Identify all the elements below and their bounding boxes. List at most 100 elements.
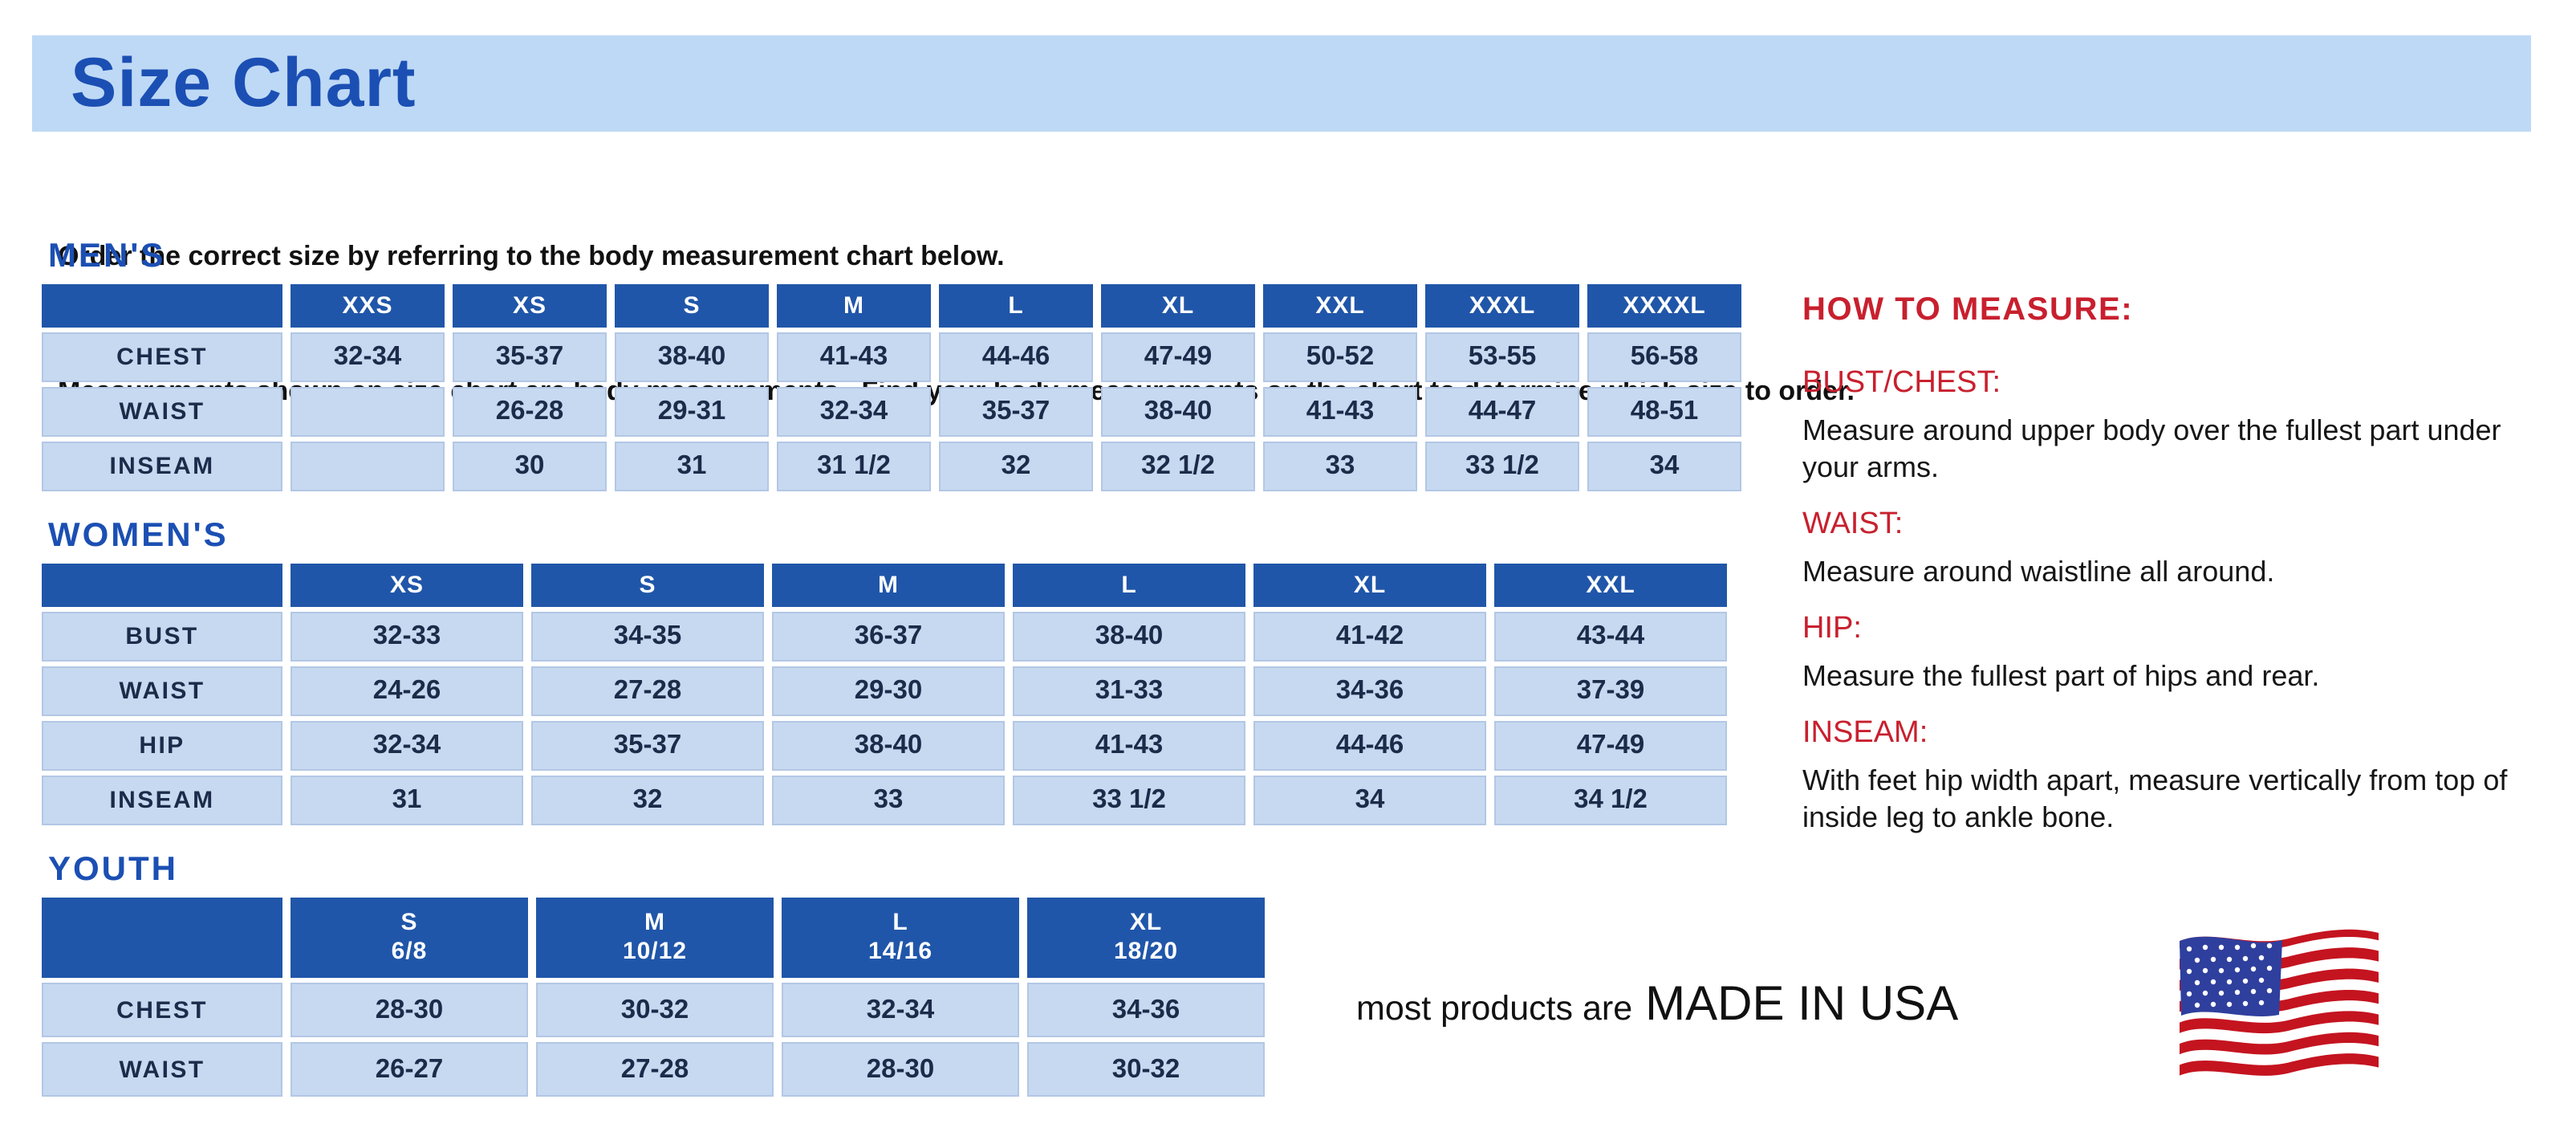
size-value-cell: 41-43	[1263, 387, 1417, 437]
corner-cell	[42, 564, 282, 607]
table-row: CHEST 28-30 30-32 32-34 34-36	[42, 983, 1265, 1037]
table-row: INSEAM 30 31 31 1/2 32 32 1/2 33 33 1/2 34	[42, 442, 1741, 491]
size-value-cell: 48-51	[1587, 387, 1741, 437]
measurement-label-cell: INSEAM	[42, 776, 282, 825]
mens-size-table: XXS XS S M L XL XXL XXXL XXXXL CHEST 32-34 35-37 38-…	[34, 279, 1749, 496]
header-row: XXS XS S M L XL XXL XXXL XXXXL	[42, 284, 1741, 328]
size-tables-column: MEN'S XXS XS S M L XL XXL XXXL XXXXL CHEST 32-34 35…	[42, 238, 1767, 1101]
size-value-cell: 29-30	[772, 666, 1005, 716]
size-value-cell: 32	[939, 442, 1093, 491]
size-column-header: XL 18/20	[1027, 898, 1265, 978]
size-value-cell: 33	[772, 776, 1005, 825]
size-value-cell: 32-34	[291, 721, 523, 771]
table-row: WAIST 26-27 27-28 28-30 30-32	[42, 1042, 1265, 1097]
size-value-cell: 32-34	[291, 332, 445, 382]
table-row: CHEST 32-34 35-37 38-40 41-43 44-46 47-49 50-52…	[42, 332, 1741, 382]
size-value-cell: 29-31	[615, 387, 769, 437]
size-label: M	[644, 909, 665, 936]
corner-cell	[42, 898, 282, 978]
size-value-cell: 24-26	[291, 666, 523, 716]
size-value-cell: 27-28	[536, 1042, 774, 1097]
size-value-cell: 34	[1587, 442, 1741, 491]
size-column-header: XXXL	[1425, 284, 1579, 328]
intro-line-1: Order the correct size by referring to t…	[58, 241, 1005, 271]
size-column-header: L	[1013, 564, 1245, 607]
size-value-cell: 56-58	[1587, 332, 1741, 382]
size-label: S	[400, 909, 418, 936]
measure-label: HIP:	[1802, 612, 1862, 645]
measure-item-hip: HIP: Measure the fullest part of hips an…	[1802, 612, 2544, 695]
size-value-cell: 27-28	[531, 666, 764, 716]
size-value-cell: 32-34	[782, 983, 1019, 1037]
size-value-cell: 50-52	[1263, 332, 1417, 382]
size-value-cell: 31	[291, 776, 523, 825]
flag-stripes	[2180, 929, 2379, 1082]
size-value-cell: 28-30	[291, 983, 528, 1037]
size-column-header: XXS	[291, 284, 445, 328]
size-range: 18/20	[1113, 938, 1179, 965]
size-column-header: M 10/12	[536, 898, 774, 978]
womens-heading: WOMEN'S	[48, 517, 229, 554]
measure-label: BUST/CHEST:	[1802, 366, 2001, 400]
measurement-label-cell: WAIST	[42, 1042, 282, 1097]
size-value-cell: 33 1/2	[1425, 442, 1579, 491]
measure-item-waist: WAIST: Measure around waistline all arou…	[1802, 507, 2544, 591]
size-column-header: S 6/8	[291, 898, 528, 978]
made-in-usa-footer: most products are MADE IN USA	[1356, 928, 1958, 1089]
size-value-cell: 36-37	[772, 612, 1005, 662]
size-column-header: S	[531, 564, 764, 607]
size-value-cell: 41-42	[1253, 612, 1486, 662]
size-column-header: XXL	[1494, 564, 1727, 607]
size-value-cell: 38-40	[1013, 612, 1245, 662]
size-value-cell: 38-40	[615, 332, 769, 382]
measurement-label-cell: INSEAM	[42, 442, 282, 491]
size-value-cell	[291, 442, 445, 491]
size-column-header: XS	[291, 564, 523, 607]
size-value-cell: 32-34	[777, 387, 931, 437]
footer-prefix-text: most products are	[1356, 989, 1633, 1028]
size-value-cell: 30-32	[536, 983, 774, 1037]
table-row: BUST 32-33 34-35 36-37 38-40 41-42 43-44	[42, 612, 1727, 662]
size-value-cell: 28-30	[782, 1042, 1019, 1097]
size-column-header: M	[772, 564, 1005, 607]
measure-text: Measure the fullest part of hips and rea…	[1802, 660, 2320, 692]
size-value-cell: 44-46	[939, 332, 1093, 382]
how-to-measure-section: HOW TO MEASURE: BUST/CHEST: Measure arou…	[1802, 292, 2544, 857]
mens-heading: MEN'S	[48, 238, 166, 275]
size-value-cell: 47-49	[1494, 721, 1727, 771]
youth-heading: YOUTH	[48, 851, 178, 888]
size-value-cell: 34 1/2	[1494, 776, 1727, 825]
size-value-cell	[291, 387, 445, 437]
size-value-cell: 31-33	[1013, 666, 1245, 716]
measurement-label-cell: WAIST	[42, 387, 282, 437]
measure-item-bust-chest: BUST/CHEST: Measure around upper body ov…	[1802, 366, 2544, 487]
size-value-cell: 34-36	[1253, 666, 1486, 716]
flag-canton	[2180, 936, 2282, 1016]
table-row: WAIST 24-26 27-28 29-30 31-33 34-36 37-39	[42, 666, 1727, 716]
size-column-header: XL	[1101, 284, 1255, 328]
size-value-cell: 32	[531, 776, 764, 825]
size-value-cell: 44-46	[1253, 721, 1486, 771]
size-value-cell: 41-43	[1013, 721, 1245, 771]
size-range: 6/8	[391, 938, 428, 965]
table-row: INSEAM 31 32 33 33 1/2 34 34 1/2	[42, 776, 1727, 825]
size-column-header: L 14/16	[782, 898, 1019, 978]
measurement-label-cell: CHEST	[42, 983, 282, 1037]
size-value-cell: 32-33	[291, 612, 523, 662]
size-column-header: L	[939, 284, 1093, 328]
corner-cell	[42, 284, 282, 328]
measurement-label-cell: HIP	[42, 721, 282, 771]
size-value-cell: 47-49	[1101, 332, 1255, 382]
size-label: L	[892, 909, 908, 936]
size-value-cell: 34-35	[531, 612, 764, 662]
size-value-cell: 30	[453, 442, 607, 491]
size-value-cell: 34-36	[1027, 983, 1265, 1037]
made-in-usa-text: MADE IN USA	[1645, 978, 1959, 1031]
size-column-header: XXL	[1263, 284, 1417, 328]
size-range: 14/16	[867, 938, 933, 965]
title-bar: Size Chart	[32, 35, 2531, 132]
size-range: 10/12	[622, 938, 688, 965]
measurement-label-cell: BUST	[42, 612, 282, 662]
youth-size-table: S 6/8 M 10/12 L 14/16 XL 18/20 CHEST 28-30 30-32 32…	[34, 893, 1273, 1101]
